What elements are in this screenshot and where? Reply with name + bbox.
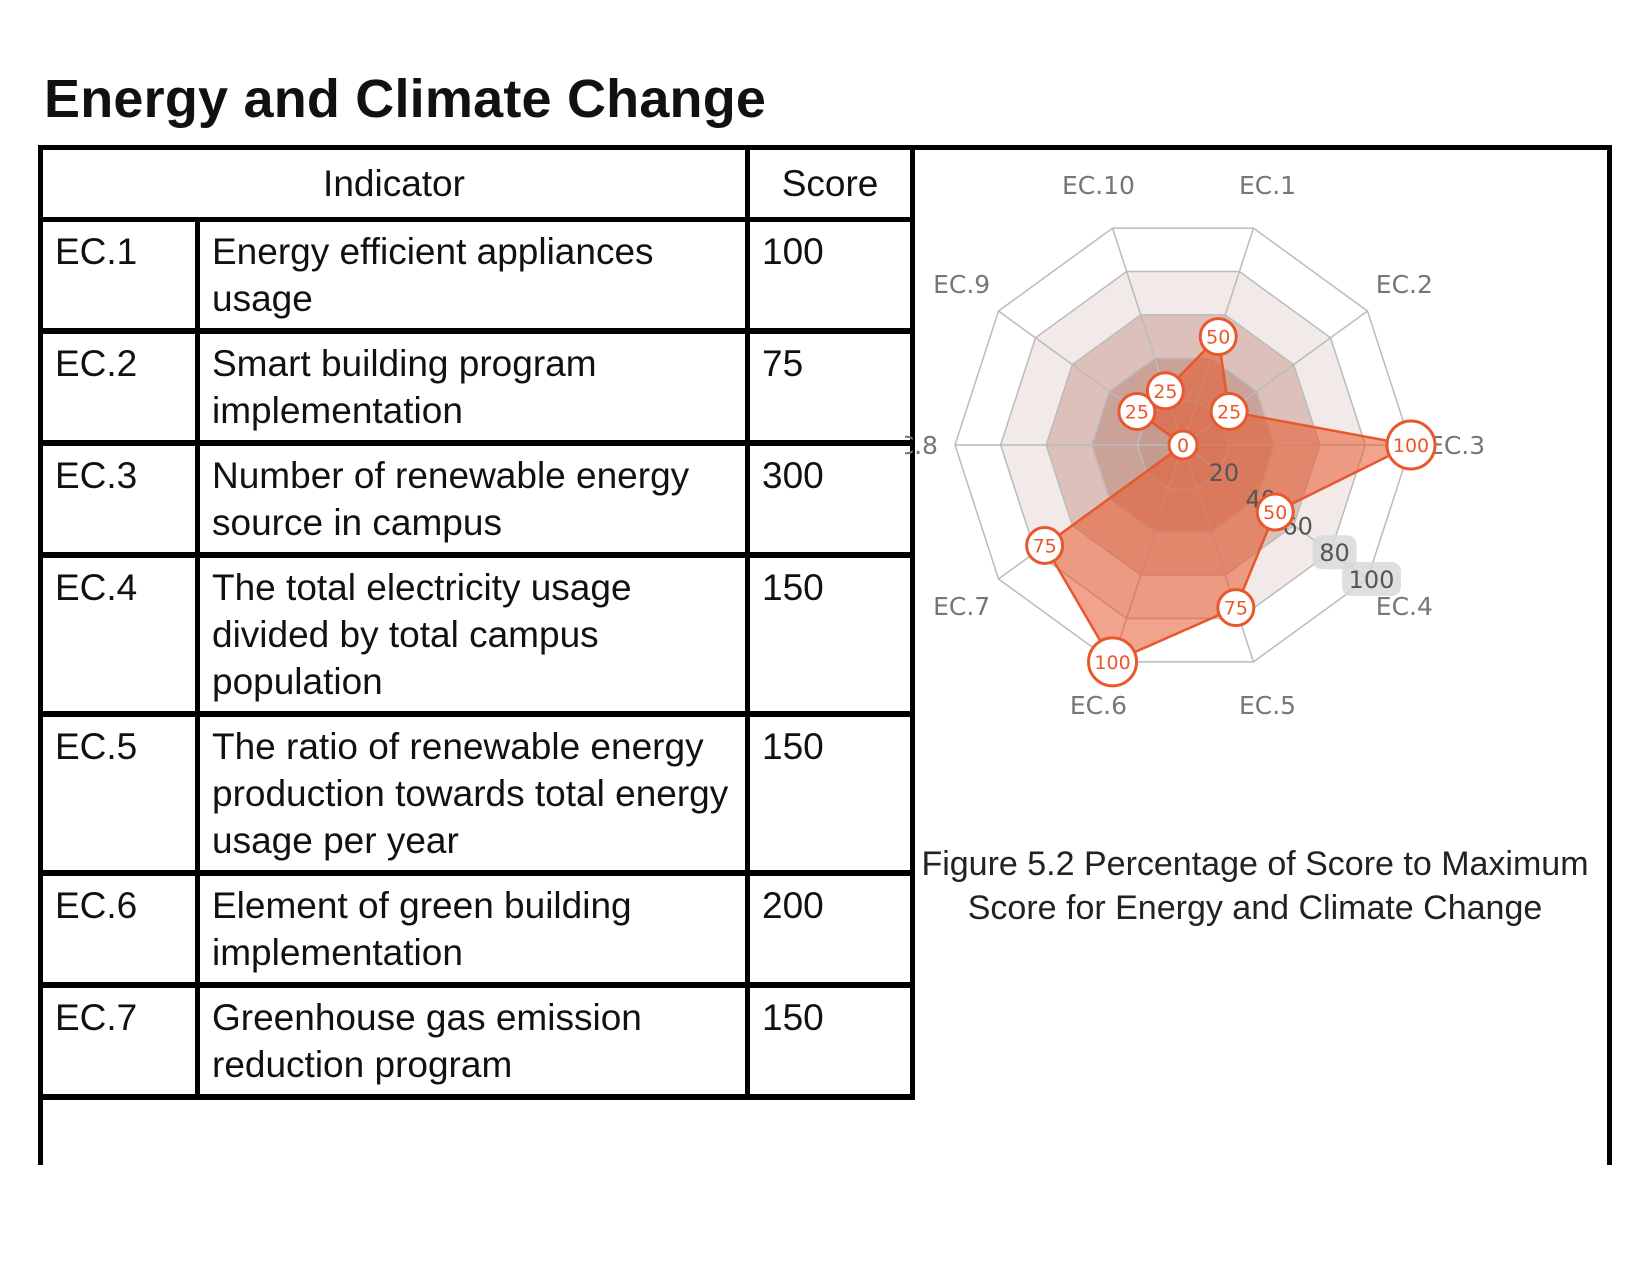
radar-data-label: 0 [1177,435,1189,457]
radar-data-point [1167,429,1199,461]
indicator-description: Greenhouse gas emission reduction progra… [194,982,751,1100]
tick-label-bg [1312,535,1357,570]
radar-data-label: 25 [1153,381,1177,403]
radar-data-label: 50 [1263,502,1287,524]
radar-data-point [1255,492,1295,532]
indicator-description: The total electricity usage divided by t… [194,552,751,717]
indicator-score: 150 [745,711,916,876]
radar-axis-label: EC.3 [1428,431,1485,460]
radar-data-point [1209,391,1249,431]
indicator-table: Indicator Score EC.1 Energy efficient app… [37,145,916,1100]
indicator-code: EC.5 [38,711,200,876]
radar-data-label: 25 [1217,401,1241,423]
indicator-score: 200 [745,870,916,988]
indicator-score: 300 [745,440,916,558]
tick-label-bg [1341,562,1401,597]
page-title: Energy and Climate Change [44,69,767,129]
radar-axis-label: EC.4 [1376,592,1433,621]
table-row: EC.3 Number of renewable energy source in… [38,440,916,558]
radar-axis-label: EC.8 [905,431,938,460]
indicator-score: 150 [745,552,916,717]
radar-data-point [1385,419,1437,471]
table-header-row: Indicator Score [37,145,916,222]
figure-caption: Figure 5.2 Percentage of Score to Maximu… [921,845,1589,927]
radar-tick-label: 20 [1209,459,1240,487]
indicator-code: EC.6 [38,870,200,988]
indicator-description: Element of green building implementation [194,870,751,988]
indicator-description: Smart building program implementation [194,328,751,446]
indicator-score: 150 [745,982,916,1100]
radar-data-point [1198,317,1238,357]
indicator-code: EC.3 [38,440,200,558]
table-row: EC.1 Energy efficient appliances usage 100 [38,217,916,334]
radar-axis-label: EC.7 [933,592,990,621]
indicator-description: Energy efficient appliances usage [194,217,751,334]
radar-data-point [1117,391,1157,431]
radar-chart-svg: 20406080100EC.1EC.2EC.3EC.4EC.5EC.6EC.7E… [905,171,1485,720]
indicator-score: 100 [745,217,916,334]
radar-axis-label: EC.2 [1376,270,1433,299]
indicator-code: EC.7 [38,982,200,1100]
indicator-code: EC.2 [38,328,200,446]
radar-data-label: 50 [1206,327,1230,349]
table-row: EC.2 Smart building program implementatio… [38,328,916,446]
radar-data-point [1145,371,1185,411]
table-row: EC.6 Element of green building implementa… [38,870,916,988]
radar-chart: 20406080100EC.1EC.2EC.3EC.4EC.5EC.6EC.7E… [905,170,1605,810]
radar-data-label: 75 [1033,536,1057,558]
indicator-description: The ratio of renewable energy production… [194,711,751,876]
indicator-code: EC.4 [38,552,200,717]
radar-data-label: 75 [1224,598,1248,620]
radar-data-label: 100 [1094,652,1130,674]
radar-data-label: 25 [1125,401,1149,423]
indicator-header: Indicator [37,145,751,222]
radar-axis-label: EC.6 [1070,691,1127,720]
table-row: EC.7 Greenhouse gas emission reduction pr… [38,982,916,1100]
radar-axis-label: EC.9 [933,270,990,299]
radar-axis-label: EC.10 [1062,171,1135,200]
indicator-description: Number of renewable energy source in cam… [194,440,751,558]
table-row: EC.5 The ratio of renewable energy produc… [38,711,916,876]
indicator-code: EC.1 [38,217,200,334]
radar-data-label: 100 [1393,435,1429,457]
radar-data-point [1025,526,1065,566]
radar-data-point [1216,588,1256,628]
score-header: Score [745,145,916,222]
indicator-score: 75 [745,328,916,446]
radar-tick-label: 100 [1349,566,1395,594]
radar-axis-label: EC.1 [1239,171,1296,200]
table-row: EC.4 The total electricity usage divided … [38,552,916,717]
radar-axis-label: EC.5 [1239,691,1296,720]
radar-data-point [1087,636,1139,688]
radar-tick-label: 80 [1319,539,1350,567]
